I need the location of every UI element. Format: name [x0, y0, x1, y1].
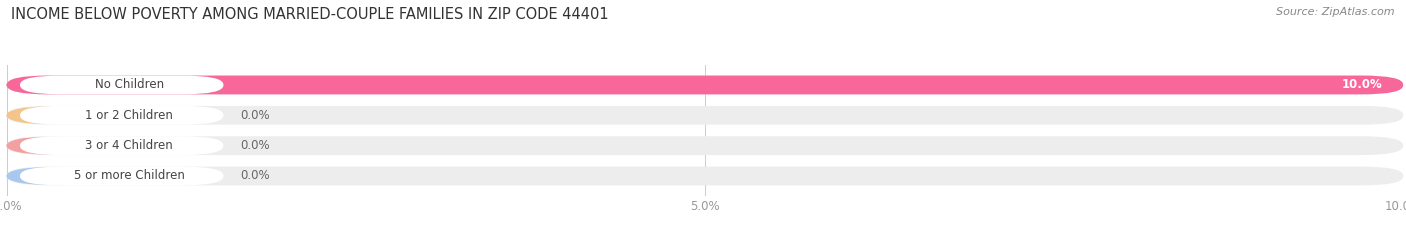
FancyBboxPatch shape	[20, 106, 224, 125]
Text: 0.0%: 0.0%	[240, 109, 270, 122]
Text: 0.0%: 0.0%	[240, 169, 270, 182]
FancyBboxPatch shape	[7, 75, 1403, 94]
Circle shape	[7, 107, 80, 123]
Text: 10.0%: 10.0%	[1341, 79, 1382, 92]
Text: 0.0%: 0.0%	[240, 139, 270, 152]
FancyBboxPatch shape	[7, 106, 1403, 125]
Text: 5 or more Children: 5 or more Children	[73, 169, 184, 182]
FancyBboxPatch shape	[20, 167, 224, 185]
Circle shape	[7, 77, 80, 93]
FancyBboxPatch shape	[20, 75, 224, 94]
Text: Source: ZipAtlas.com: Source: ZipAtlas.com	[1277, 7, 1395, 17]
FancyBboxPatch shape	[20, 136, 224, 155]
Circle shape	[7, 168, 80, 184]
FancyBboxPatch shape	[7, 136, 1403, 155]
FancyBboxPatch shape	[7, 75, 1403, 94]
Circle shape	[7, 138, 80, 154]
Text: No Children: No Children	[94, 79, 163, 92]
Text: 3 or 4 Children: 3 or 4 Children	[86, 139, 173, 152]
Text: INCOME BELOW POVERTY AMONG MARRIED-COUPLE FAMILIES IN ZIP CODE 44401: INCOME BELOW POVERTY AMONG MARRIED-COUPL…	[11, 7, 609, 22]
FancyBboxPatch shape	[7, 167, 1403, 185]
Text: 1 or 2 Children: 1 or 2 Children	[86, 109, 173, 122]
